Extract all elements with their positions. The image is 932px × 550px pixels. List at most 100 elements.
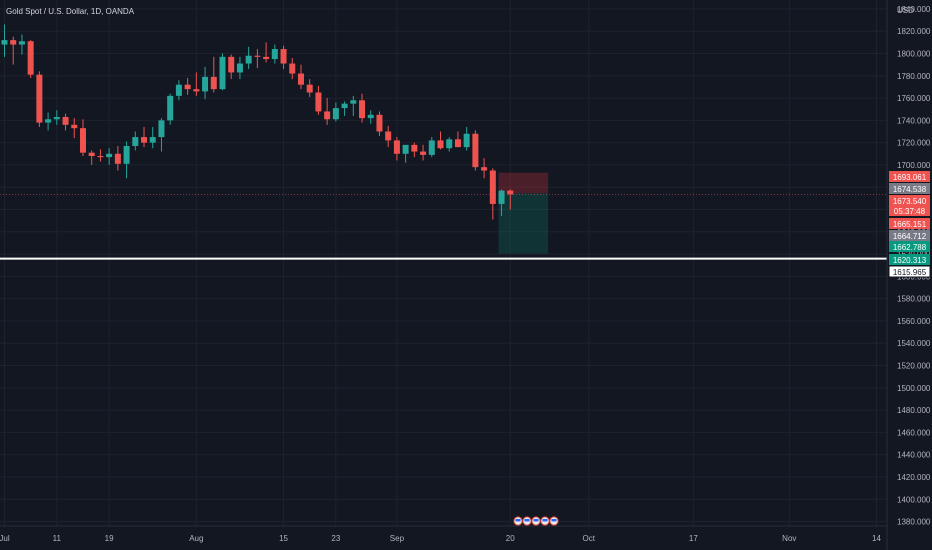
price-label-entry: 1674.538: [893, 185, 927, 194]
candle: [202, 66, 209, 100]
candle-body: [428, 140, 435, 155]
candle: [132, 131, 139, 151]
candle-body: [393, 140, 400, 154]
candle: [263, 42, 270, 63]
time-tick-label: Jul: [0, 534, 10, 543]
price-label-box: [889, 195, 930, 206]
price-tick-label: 1420.000: [897, 473, 931, 482]
candle-body: [489, 170, 496, 204]
candle-body: [341, 103, 348, 109]
candle: [167, 93, 174, 125]
price-label-target: 1620.313: [893, 256, 927, 265]
time-tick-label: Aug: [189, 534, 203, 543]
candle: [341, 101, 348, 116]
candle: [498, 189, 505, 217]
candle: [158, 118, 165, 152]
candle-body: [88, 152, 95, 157]
price-tick-label: 1740.000: [897, 116, 931, 125]
candle: [507, 189, 514, 210]
time-tick-label: 15: [279, 534, 288, 543]
candle-body: [324, 111, 331, 120]
candle: [280, 45, 287, 70]
candle: [53, 110, 60, 125]
candle: [27, 40, 34, 79]
candle: [193, 72, 200, 96]
candle: [306, 79, 313, 97]
candle-body: [114, 153, 121, 164]
price-label-box: [889, 171, 930, 182]
grid-lines: [0, 0, 887, 526]
candle-body: [315, 92, 322, 112]
price-tick-label: 1460.000: [897, 428, 931, 437]
price-tick-label: 1540.000: [897, 339, 931, 348]
price-label-box: [889, 218, 930, 229]
candle-body: [18, 41, 25, 45]
price-tick-label: 1560.000: [897, 317, 931, 326]
price-tick-label: 1500.000: [897, 384, 931, 393]
candle: [463, 127, 470, 151]
time-tick-label: Sep: [390, 534, 405, 543]
time-axis[interactable]: Jul 11 19 Aug 15 23 Sep 20 Oct 17 Nov 14: [0, 534, 881, 543]
candle-body: [306, 84, 313, 93]
price-tick-label: 1760.000: [897, 94, 931, 103]
candle-body: [420, 151, 427, 155]
economic-events-icons[interactable]: [513, 516, 559, 526]
price-label-line: 1615.965: [893, 268, 927, 277]
candle: [18, 34, 25, 55]
candle-body: [472, 133, 479, 168]
candle-body: [228, 56, 235, 73]
candle: [350, 95, 357, 116]
candle: [114, 145, 121, 171]
price-tick-label: 1480.000: [897, 406, 931, 415]
time-tick-label: 14: [872, 534, 881, 543]
candle-body: [454, 139, 461, 148]
candle: [184, 78, 191, 95]
candle: [489, 168, 496, 220]
candle-body: [498, 190, 505, 204]
candle: [481, 158, 488, 179]
price-label-countdown: 05:37:48: [894, 207, 926, 216]
symbol-title[interactable]: Gold Spot / U.S. Dollar, 1D, OANDA: [6, 7, 135, 16]
take-profit-zone[interactable]: [498, 193, 549, 254]
candle: [88, 150, 95, 165]
short-position-tool[interactable]: [0, 172, 887, 254]
candle: [437, 131, 444, 150]
candle: [245, 46, 252, 70]
candle: [271, 44, 278, 64]
stop-loss-zone[interactable]: [498, 172, 549, 194]
candle-body: [332, 108, 339, 120]
time-tick-label: 19: [105, 534, 114, 543]
candle-body: [97, 156, 104, 158]
time-tick-label: 23: [331, 534, 340, 543]
currency-label: USD: [897, 6, 914, 15]
candle-body: [481, 167, 488, 171]
candle: [254, 49, 261, 68]
price-label-stop: 1693.061: [893, 173, 927, 182]
candle-body: [141, 137, 148, 143]
candle: [420, 144, 427, 161]
price-tick-label: 1820.000: [897, 27, 931, 36]
candle-body: [245, 55, 252, 64]
candle: [141, 127, 148, 148]
event-flag-stripe-icon: [515, 519, 521, 522]
candle: [402, 144, 409, 163]
candle: [428, 137, 435, 158]
candle-body: [71, 124, 78, 129]
candle: [36, 71, 43, 128]
candle: [97, 149, 104, 162]
price-tick-label: 1840.000: [897, 5, 931, 14]
time-tick-label: 11: [53, 534, 62, 543]
candle: [62, 113, 69, 131]
candle-body: [219, 56, 226, 90]
price-label-level: 1665.151: [893, 220, 927, 229]
candle: [106, 148, 113, 165]
time-tick-label: 17: [689, 534, 698, 543]
candle-body: [158, 120, 165, 138]
price-label-box: [889, 183, 930, 194]
event-flag-stripe-icon: [542, 519, 548, 522]
price-label-box: [888, 265, 931, 278]
candle-body: [123, 145, 130, 164]
candle: [45, 112, 52, 131]
